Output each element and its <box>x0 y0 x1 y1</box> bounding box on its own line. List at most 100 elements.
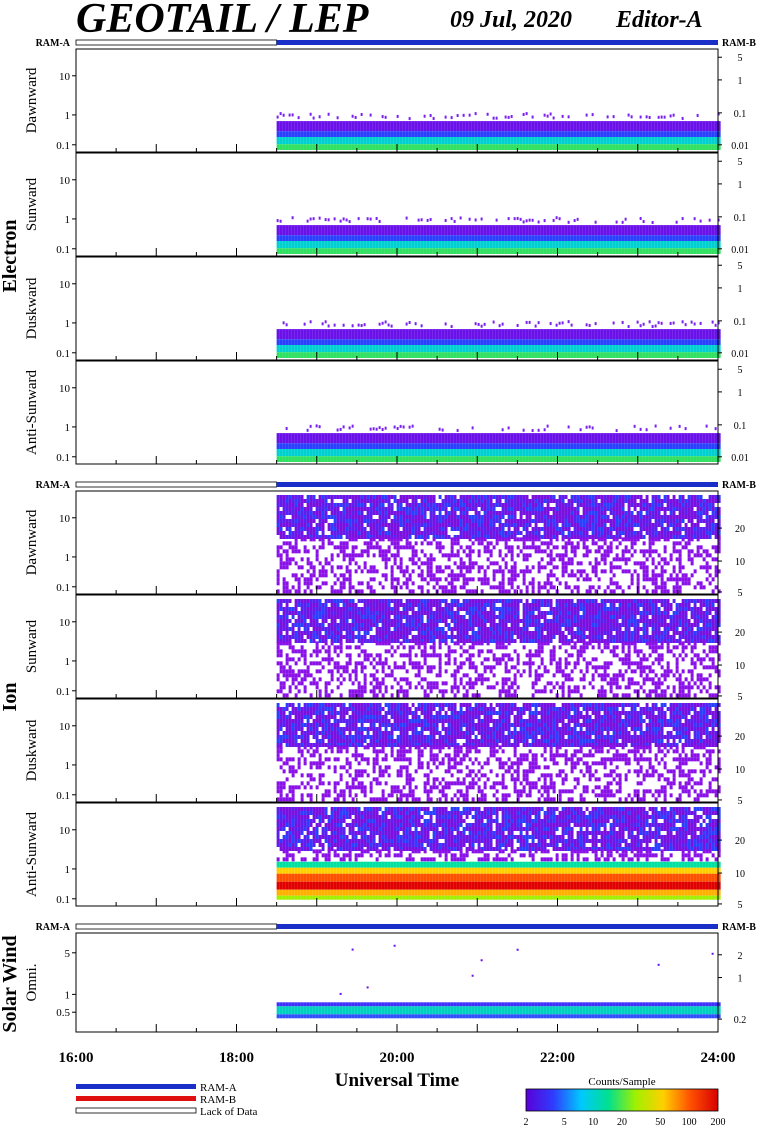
panel-label: Anti-Sunward <box>24 812 40 897</box>
date-label: 09 Jul, 2020 <box>450 7 572 33</box>
x-axis-title: Universal Time <box>335 1070 459 1091</box>
right-tick-label: 5 <box>738 365 743 376</box>
right-tick-label: 0.2 <box>734 1015 747 1026</box>
panel-label: Dawnward <box>24 67 40 133</box>
left-tick-label: 1 <box>65 318 71 330</box>
group-label-electron: Electron <box>0 220 21 293</box>
ram-a-segment <box>277 40 718 45</box>
lack-of-data-segment <box>76 40 277 45</box>
ram-a-label: RAM-A <box>36 922 71 933</box>
legend-ram-b-label: RAM-B <box>200 1094 236 1106</box>
ram-a-label: RAM-A <box>36 38 71 49</box>
ram-b-label: RAM-B <box>722 38 756 49</box>
left-tick-label: 0.1 <box>56 140 70 152</box>
left-tick-label: 10 <box>59 279 71 291</box>
colorbar-tick: 2 <box>524 1117 529 1128</box>
ram-a-label: RAM-A <box>36 480 71 491</box>
left-tick-label: 0.1 <box>56 244 70 256</box>
right-tick-label: 10 <box>735 765 745 776</box>
right-tick-label: 2 <box>738 951 743 962</box>
colorbar-gradient <box>526 1089 718 1111</box>
left-tick-label: 1 <box>65 656 71 668</box>
left-tick-label: 1 <box>65 110 71 122</box>
panel-label: Duskward <box>24 277 40 339</box>
ram-b-label: RAM-B <box>722 480 756 491</box>
panel-label: Anti-Sunward <box>24 370 40 455</box>
left-tick-label: 10 <box>59 617 71 629</box>
right-tick-label: 20 <box>735 628 745 639</box>
left-tick-label: 5 <box>65 948 71 960</box>
left-tick-label: 10 <box>59 721 71 733</box>
ram-a-segment <box>277 482 718 487</box>
left-tick-label: 10 <box>59 825 71 837</box>
right-tick-label: 20 <box>735 524 745 535</box>
lack-of-data-segment <box>76 482 277 487</box>
right-tick-label: 0.1 <box>734 109 747 120</box>
panel-6: 10 1 0.1 20 10 5 Sunward <box>24 595 745 703</box>
legend-ram-a-label: RAM-A <box>200 1082 237 1094</box>
left-tick-label: 1 <box>65 864 71 876</box>
panel-label: Dawnward <box>24 509 40 575</box>
left-tick-label: 0.1 <box>56 452 70 464</box>
left-tick-label: 0.1 <box>56 686 70 698</box>
right-tick-label: 5 <box>738 900 743 911</box>
right-tick-label: 0.01 <box>731 245 749 256</box>
right-tick-label: 5 <box>738 261 743 272</box>
right-tick-label: 5 <box>738 588 743 599</box>
x-tick-label: 16:00 <box>59 1050 94 1066</box>
right-tick-label: 1 <box>738 180 743 191</box>
right-tick-label: 20 <box>735 836 745 847</box>
colorbar-tick: 200 <box>711 1117 726 1128</box>
right-tick-label: 0.01 <box>731 453 749 464</box>
left-tick-label: 10 <box>59 383 71 395</box>
left-tick-label: 0.1 <box>56 790 70 802</box>
right-tick-label: 5 <box>738 157 743 168</box>
panel-label: Sunward <box>24 619 40 673</box>
legend-lack-label: Lack of Data <box>200 1106 258 1118</box>
group-label-solar-wind: Solar Wind <box>0 935 21 1032</box>
panel-label: Sunward <box>24 177 40 231</box>
colorbar-tick: 20 <box>617 1117 627 1128</box>
right-tick-label: 5 <box>738 692 743 703</box>
colorbar-title: Counts/Sample <box>588 1076 655 1088</box>
left-tick-label: 1 <box>65 989 71 1001</box>
colorbar-tick: 100 <box>682 1117 697 1128</box>
left-tick-label: 0.5 <box>56 1007 70 1019</box>
left-tick-label: 10 <box>59 513 71 525</box>
left-tick-label: 10 <box>59 71 71 83</box>
left-tick-label: 0.1 <box>56 582 70 594</box>
right-tick-label: 0.1 <box>734 213 747 224</box>
left-tick-label: 1 <box>65 422 71 434</box>
right-tick-label: 10 <box>735 557 745 568</box>
x-tick-label: 20:00 <box>380 1050 415 1066</box>
panel-label: Duskward <box>24 719 40 781</box>
right-tick-label: 10 <box>735 661 745 672</box>
editor-label: Editor-A <box>615 7 703 33</box>
main-title: GEOTAIL / LEP <box>76 0 369 42</box>
right-tick-label: 5 <box>738 53 743 64</box>
legend-lack-swatch <box>76 1108 196 1113</box>
x-tick-label: 22:00 <box>540 1050 575 1066</box>
colorbar-tick: 10 <box>588 1117 598 1128</box>
right-tick-label: 1 <box>738 76 743 87</box>
ram-bar-2: RAM-A RAM-B <box>36 480 757 491</box>
right-tick-label: 0.01 <box>731 349 749 360</box>
x-tick-label: 24:00 <box>701 1050 736 1066</box>
legend-ram-b-swatch <box>76 1096 196 1101</box>
left-tick-label: 0.1 <box>56 348 70 360</box>
panels-layer: 10 1 0.1 5 1 0.1 0.01 Dawnward 10 1 0.1 5 1 0.1 0.01 Su… <box>24 49 749 1032</box>
right-tick-label: 0.1 <box>734 317 747 328</box>
